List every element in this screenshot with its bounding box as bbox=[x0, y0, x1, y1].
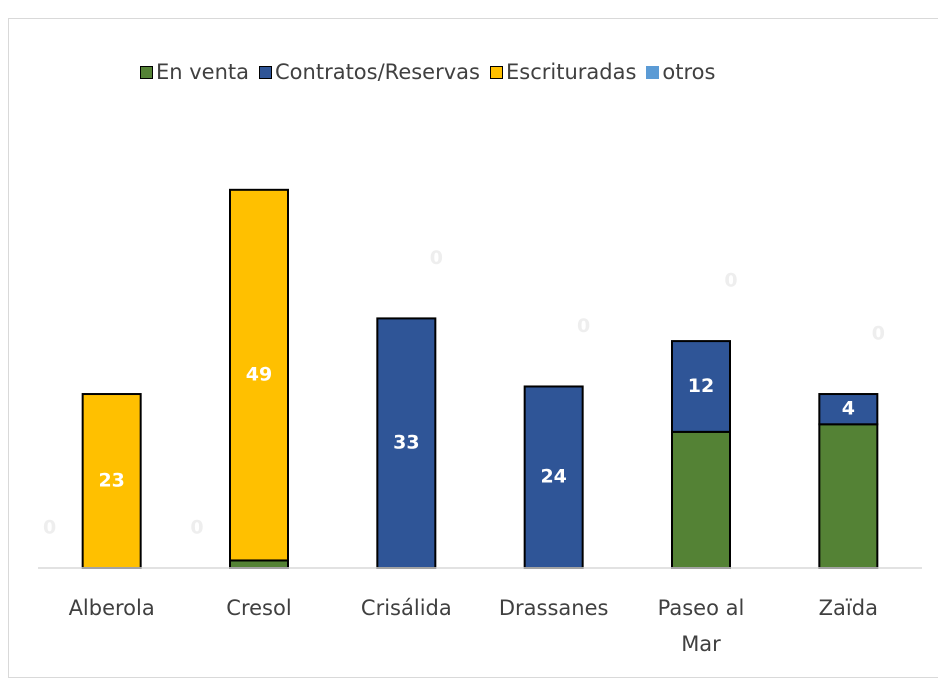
x-tick-label: Zaïda bbox=[818, 596, 878, 620]
data-label: 49 bbox=[246, 364, 272, 386]
page: En venta Contratos/Reservas Escrituradas ot… bbox=[8, 18, 938, 678]
bar-segment bbox=[671, 340, 731, 433]
legend-label: otros bbox=[662, 60, 716, 84]
x-tick-label: Crisálida bbox=[360, 596, 452, 620]
legend-item: otros bbox=[646, 60, 715, 84]
bar-segment bbox=[229, 188, 289, 562]
legend-item: Contratos/Reservas bbox=[259, 60, 480, 84]
bar-segment bbox=[81, 393, 142, 570]
x-tick-label: Alberola bbox=[68, 596, 155, 620]
legend-swatch bbox=[259, 65, 273, 79]
data-label: 4 bbox=[842, 398, 855, 420]
bar-segment bbox=[229, 559, 289, 569]
bar-segment bbox=[818, 393, 879, 426]
x-tick-label: Drassanes bbox=[498, 596, 609, 620]
x-tick-label: Paseo al Mar bbox=[657, 596, 745, 656]
legend-swatch bbox=[140, 65, 153, 79]
bar-segment bbox=[818, 423, 879, 570]
data-label: 0 bbox=[190, 517, 203, 539]
data-label: 33 bbox=[393, 432, 419, 454]
data-label: 0 bbox=[724, 270, 737, 292]
legend-item: En venta bbox=[140, 60, 249, 84]
legend-label: En venta bbox=[156, 60, 250, 84]
data-label: 0 bbox=[872, 323, 885, 345]
data-label: 0 bbox=[577, 315, 590, 337]
legend-label: Escrituradas bbox=[505, 60, 637, 84]
data-label: 0 bbox=[43, 517, 56, 539]
chart: 23 0 49 0 33 0 24 0 12 0 4 0 bbox=[38, 188, 922, 570]
legend: En venta Contratos/Reservas Escrituradas ot… bbox=[140, 60, 715, 84]
legend-swatch bbox=[646, 65, 660, 79]
data-label: 24 bbox=[540, 466, 566, 488]
legend-swatch bbox=[489, 65, 503, 79]
data-label: 12 bbox=[688, 375, 714, 397]
x-tick-label: Cresol bbox=[226, 596, 292, 620]
data-label: 0 bbox=[430, 247, 443, 269]
legend-item: Escrituradas bbox=[489, 60, 637, 84]
legend-label: Contratos/Reservas bbox=[275, 60, 480, 84]
bar-segment bbox=[671, 430, 731, 570]
data-label: 23 bbox=[98, 470, 124, 492]
